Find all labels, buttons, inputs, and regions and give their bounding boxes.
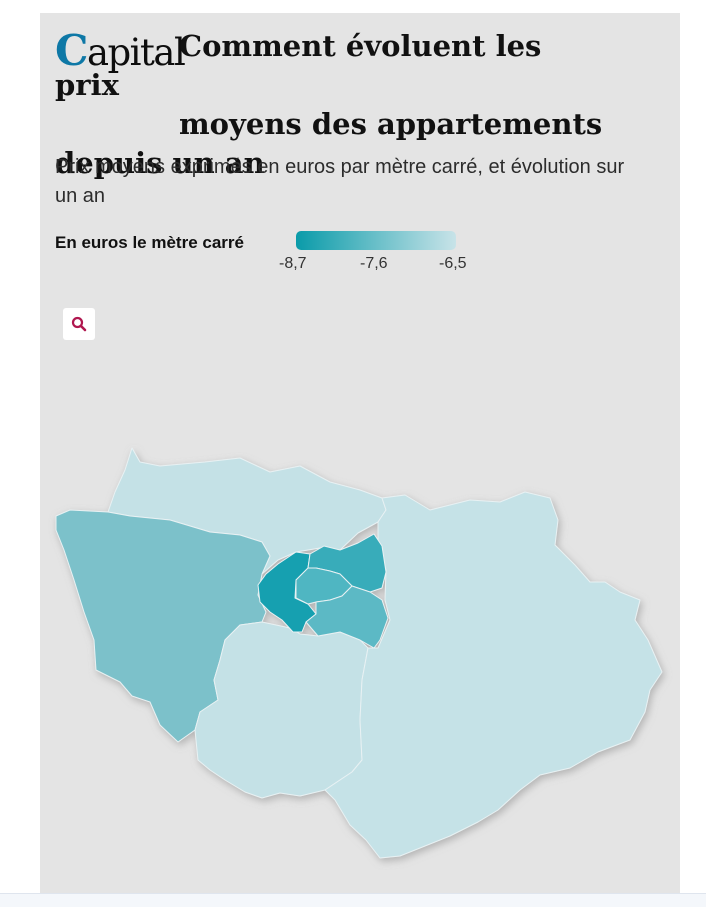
legend-tick-min: -8,7 xyxy=(279,255,307,272)
legend-title: En euros le mètre carré xyxy=(55,233,244,252)
title-line-1: Comment évoluent les prix xyxy=(55,29,542,102)
region-seine-et-marne[interactable] xyxy=(324,491,663,859)
legend-tick-max: -6,5 xyxy=(439,255,467,272)
logo-rest: apital xyxy=(86,31,186,74)
logo-initial: C xyxy=(55,26,88,75)
zoom-button[interactable] xyxy=(63,308,95,340)
capital-logo: Capital xyxy=(55,30,186,74)
title-line-3: depuis un an xyxy=(55,146,265,180)
legend-color-bar xyxy=(296,231,456,250)
title-line-2: moyens des appartements xyxy=(179,107,603,141)
legend-tick-mid: -7,6 xyxy=(360,255,388,272)
page-footer-strip xyxy=(0,893,706,907)
map-card: Capital Comment évoluent les prix moyens… xyxy=(40,13,680,893)
page-title: Comment évoluent les prix moyens des app… xyxy=(55,27,615,183)
region-val-de-marne[interactable] xyxy=(305,585,389,649)
region-map xyxy=(55,447,663,859)
subtitle: Prix moyens exprimés en euros par mètre … xyxy=(55,156,625,207)
search-icon xyxy=(71,316,87,332)
department-shapes xyxy=(55,447,663,859)
